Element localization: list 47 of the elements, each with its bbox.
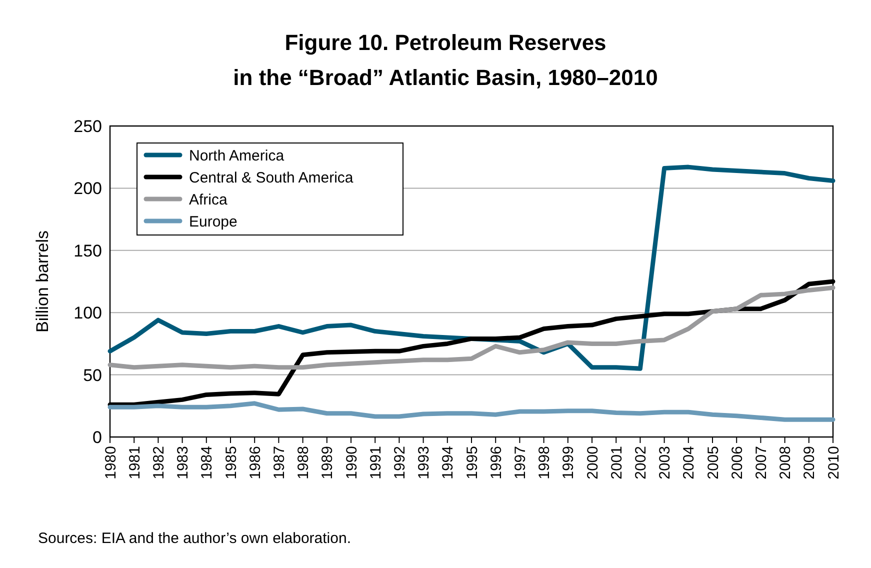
chart-title: Figure 10. Petroleum Reserves in the “Broad” Atlantic Basin, 1980–2010 xyxy=(233,30,658,90)
x-tick-label: 2005 xyxy=(704,446,722,480)
y-tick-label: 50 xyxy=(83,366,102,385)
x-tick-label: 2004 xyxy=(680,446,698,480)
y-tick-label: 150 xyxy=(74,241,102,260)
x-tick-label: 1984 xyxy=(198,446,216,480)
x-tick-label: 1990 xyxy=(343,446,360,480)
x-tick-label: 1983 xyxy=(174,446,192,480)
y-tick-label: 100 xyxy=(74,304,102,323)
x-tick-label: 1986 xyxy=(246,446,264,480)
y-tick-label: 0 xyxy=(92,428,102,447)
y-tick-label: 200 xyxy=(74,179,102,198)
x-tick-label: 1995 xyxy=(464,446,481,480)
y-tick-label: 250 xyxy=(74,116,102,136)
x-tick-label: 1998 xyxy=(536,446,554,480)
x-tick-label: 2000 xyxy=(584,446,602,480)
x-tick-label: 2002 xyxy=(632,446,650,480)
x-tick-label: 1999 xyxy=(560,446,578,480)
x-tick-label: 2010 xyxy=(825,446,842,480)
x-tick-label: 1994 xyxy=(440,446,457,480)
x-tick-label: 1992 xyxy=(391,446,408,480)
x-tick-label: 1985 xyxy=(222,446,240,480)
line-series xyxy=(108,285,836,370)
x-tick-label: 1988 xyxy=(295,446,312,480)
legend-label: Europe xyxy=(189,213,238,230)
x-tick-label: 2003 xyxy=(656,446,674,480)
x-tick-label: 1996 xyxy=(488,446,505,480)
x-tick-label: 2008 xyxy=(777,446,794,480)
y-axis-title: Billion barrels xyxy=(33,230,52,333)
source-note: Sources: EIA and the author’s own elaboration. xyxy=(38,530,351,547)
x-tick-label: 1980 xyxy=(102,446,120,480)
x-tick-label: 1991 xyxy=(367,446,384,480)
x-tick-label: 1993 xyxy=(416,446,433,480)
x-tick-label: 1989 xyxy=(319,446,336,480)
x-tick-label: 1987 xyxy=(270,446,288,480)
legend-label: Africa xyxy=(189,191,228,208)
x-tick-label: 2001 xyxy=(608,446,626,480)
line-series xyxy=(108,164,836,371)
line-series xyxy=(108,401,836,422)
x-tick-label: 2007 xyxy=(752,446,770,480)
legend-label: North America xyxy=(189,147,285,164)
x-tick-label: 2006 xyxy=(728,446,746,480)
legend-label: Central & South America xyxy=(189,169,354,186)
x-tick-label: 1982 xyxy=(150,446,168,480)
x-tick-label: 2009 xyxy=(801,446,818,480)
x-tick-label: 1981 xyxy=(126,446,144,480)
x-tick-label: 1997 xyxy=(512,446,529,480)
